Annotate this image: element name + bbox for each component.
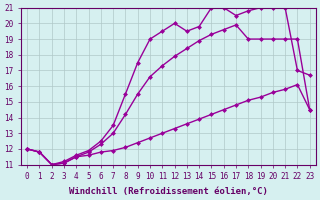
X-axis label: Windchill (Refroidissement éolien,°C): Windchill (Refroidissement éolien,°C)	[69, 187, 268, 196]
